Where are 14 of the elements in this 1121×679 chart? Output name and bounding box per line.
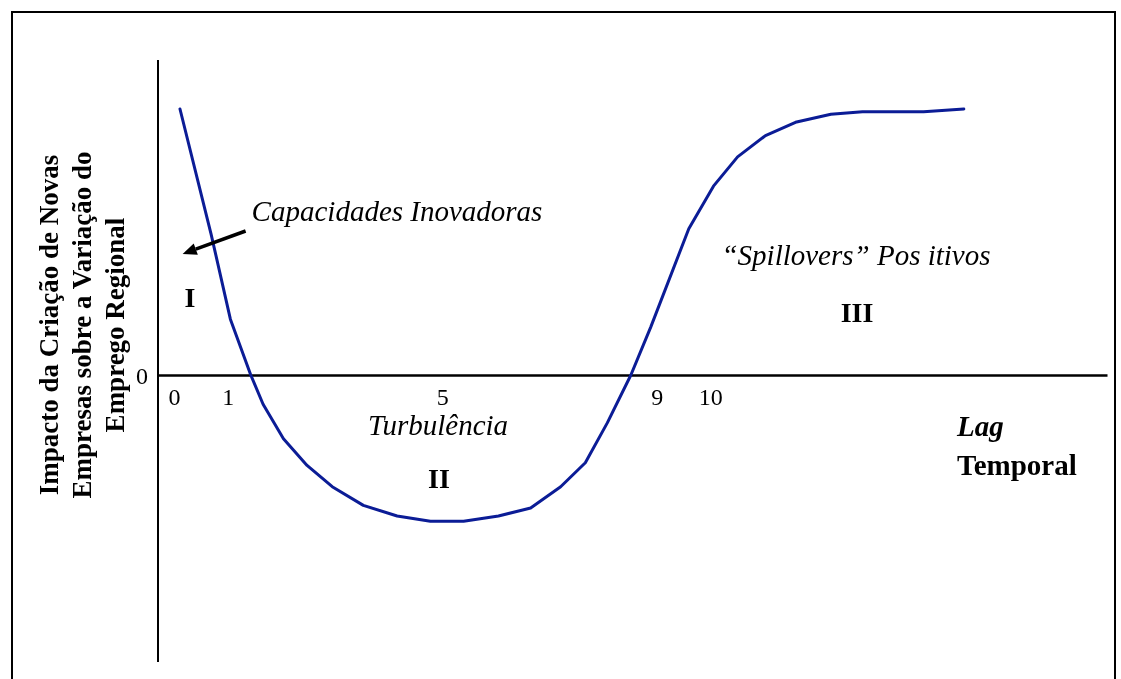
annotation: I: [184, 282, 196, 313]
annotation: Capacidades Inovadoras: [251, 195, 543, 227]
x-tick-label: 10: [698, 384, 723, 411]
annotation: “Spillovers” Pos itivos: [721, 239, 991, 271]
x-tick-label: 1: [222, 384, 235, 411]
x-tick-label: 0: [168, 384, 181, 411]
x-tick-label: 5: [436, 384, 449, 411]
x-axis-title: Lag Temporal: [956, 410, 1077, 481]
annotation: III: [840, 297, 874, 328]
annotation: Turbulência: [367, 409, 509, 441]
annotation: II: [428, 463, 450, 494]
y-axis-title: Impacto da Criação de Novas Empresas sobre a Variação do Emprego Regional: [34, 151, 130, 499]
x-tick-label: 9: [651, 384, 664, 411]
text: 0: [136, 363, 148, 389]
